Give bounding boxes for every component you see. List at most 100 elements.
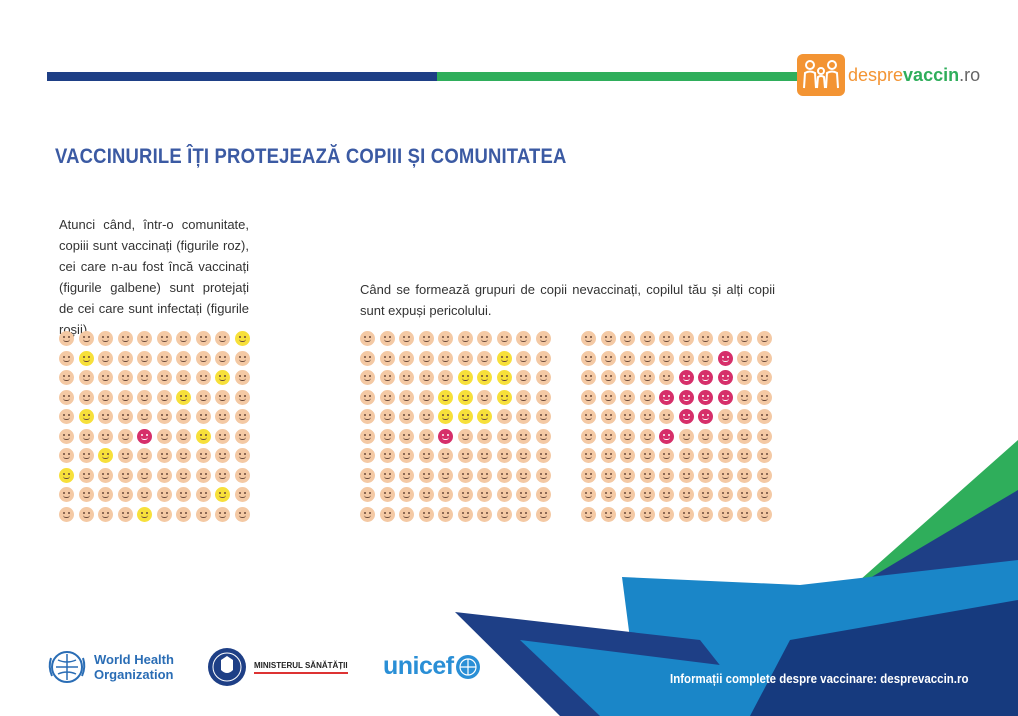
unvaccinated-child-icon	[234, 331, 250, 346]
vaccinated-child-icon	[156, 487, 172, 502]
vaccinated-child-icon	[620, 487, 635, 502]
vaccinated-child-icon	[195, 448, 211, 463]
vaccinated-child-icon	[535, 428, 551, 444]
vaccinated-child-icon	[156, 467, 172, 483]
vaccinated-child-icon	[215, 467, 230, 483]
top-bar-green	[437, 72, 807, 81]
vaccinated-child-icon	[156, 409, 172, 424]
vaccinated-child-icon	[639, 487, 655, 502]
vaccinated-child-icon	[78, 448, 94, 463]
vaccinated-child-icon	[379, 467, 395, 483]
faces-grid-community	[59, 331, 254, 526]
unvaccinated-child-icon	[59, 467, 74, 483]
vaccinated-child-icon	[418, 350, 434, 366]
paragraph-left: Atunci când, într-o comunitate, copiii s…	[59, 217, 249, 337]
vaccinated-child-icon	[59, 389, 74, 405]
vaccinated-child-icon	[234, 428, 250, 444]
vaccinated-child-icon	[659, 331, 674, 346]
unvaccinated-child-icon	[215, 370, 230, 385]
vaccinated-child-icon	[756, 389, 772, 405]
vaccinated-child-icon	[360, 409, 375, 424]
vaccinated-child-icon	[698, 331, 713, 346]
vaccinated-child-icon	[78, 331, 94, 346]
vaccinated-child-icon	[117, 389, 133, 405]
vaccinated-child-icon	[477, 428, 492, 444]
infected-child-icon	[659, 389, 674, 405]
vaccinated-child-icon	[176, 428, 191, 444]
vaccinated-child-icon	[516, 467, 531, 483]
vaccinated-child-icon	[717, 428, 733, 444]
vaccinated-child-icon	[639, 428, 655, 444]
vaccinated-child-icon	[600, 506, 616, 522]
vaccinated-child-icon	[516, 409, 531, 424]
vaccinated-child-icon	[477, 448, 492, 463]
vaccinated-child-icon	[137, 409, 152, 424]
unvaccinated-child-icon	[438, 389, 453, 405]
vaccinated-child-icon	[438, 487, 453, 502]
vaccinated-child-icon	[659, 506, 674, 522]
vaccinated-child-icon	[717, 331, 733, 346]
vaccinated-child-icon	[176, 409, 191, 424]
vaccinated-child-icon	[156, 370, 172, 385]
vaccinated-child-icon	[477, 487, 492, 502]
vaccinated-child-icon	[438, 370, 453, 385]
desprevaccin-logo[interactable]: desprevaccin.ro	[797, 54, 980, 96]
vaccinated-child-icon	[581, 389, 596, 405]
unvaccinated-child-icon	[78, 409, 94, 424]
vaccinated-child-icon	[117, 506, 133, 522]
vaccinated-child-icon	[600, 389, 616, 405]
vaccinated-child-icon	[477, 506, 492, 522]
vaccinated-child-icon	[360, 467, 375, 483]
who-logo[interactable]: World Health Organization	[46, 648, 174, 686]
vaccinated-child-icon	[379, 487, 395, 502]
vaccinated-child-icon	[516, 487, 531, 502]
unicef-logo[interactable]: unicef	[383, 652, 482, 681]
vaccinated-child-icon	[360, 448, 375, 463]
vaccinated-child-icon	[418, 409, 434, 424]
vaccinated-child-icon	[496, 331, 512, 346]
vaccinated-child-icon	[737, 467, 752, 483]
vaccinated-child-icon	[156, 428, 172, 444]
vaccinated-child-icon	[195, 331, 211, 346]
vaccinated-child-icon	[98, 389, 113, 405]
vaccinated-child-icon	[234, 409, 250, 424]
vaccinated-child-icon	[620, 448, 635, 463]
vaccinated-child-icon	[78, 487, 94, 502]
vaccinated-child-icon	[379, 370, 395, 385]
vaccinated-child-icon	[156, 389, 172, 405]
vaccinated-child-icon	[516, 350, 531, 366]
ministry-logo[interactable]: MINISTERUL SĂNĂTĂȚII	[206, 646, 348, 688]
vaccinated-child-icon	[659, 467, 674, 483]
vaccinated-child-icon	[535, 370, 551, 385]
vaccinated-child-icon	[717, 487, 733, 502]
vaccinated-child-icon	[756, 428, 772, 444]
vaccinated-child-icon	[737, 506, 752, 522]
vaccinated-child-icon	[600, 331, 616, 346]
vaccinated-child-icon	[737, 350, 752, 366]
vaccinated-child-icon	[535, 506, 551, 522]
vaccinated-child-icon	[59, 428, 74, 444]
vaccinated-child-icon	[156, 448, 172, 463]
vaccinated-child-icon	[620, 331, 635, 346]
vaccinated-child-icon	[535, 448, 551, 463]
vaccinated-child-icon	[399, 487, 414, 502]
logo-text: desprevaccin.ro	[848, 64, 981, 85]
vaccinated-child-icon	[678, 331, 694, 346]
vaccinated-child-icon	[581, 448, 596, 463]
vaccinated-child-icon	[639, 467, 655, 483]
vaccinated-child-icon	[137, 448, 152, 463]
vaccinated-child-icon	[418, 389, 434, 405]
unvaccinated-child-icon	[137, 506, 152, 522]
vaccinated-child-icon	[360, 389, 375, 405]
unvaccinated-child-icon	[457, 370, 473, 385]
vaccinated-child-icon	[215, 331, 230, 346]
vaccinated-child-icon	[477, 350, 492, 366]
vaccinated-child-icon	[698, 448, 713, 463]
ministry-label: MINISTERUL SĂNĂTĂȚII	[254, 661, 348, 674]
infected-child-icon	[717, 389, 733, 405]
vaccinated-child-icon	[535, 331, 551, 346]
faces-grid-cluster-unvaccinated	[360, 331, 555, 526]
vaccinated-child-icon	[600, 428, 616, 444]
vaccinated-child-icon	[516, 428, 531, 444]
